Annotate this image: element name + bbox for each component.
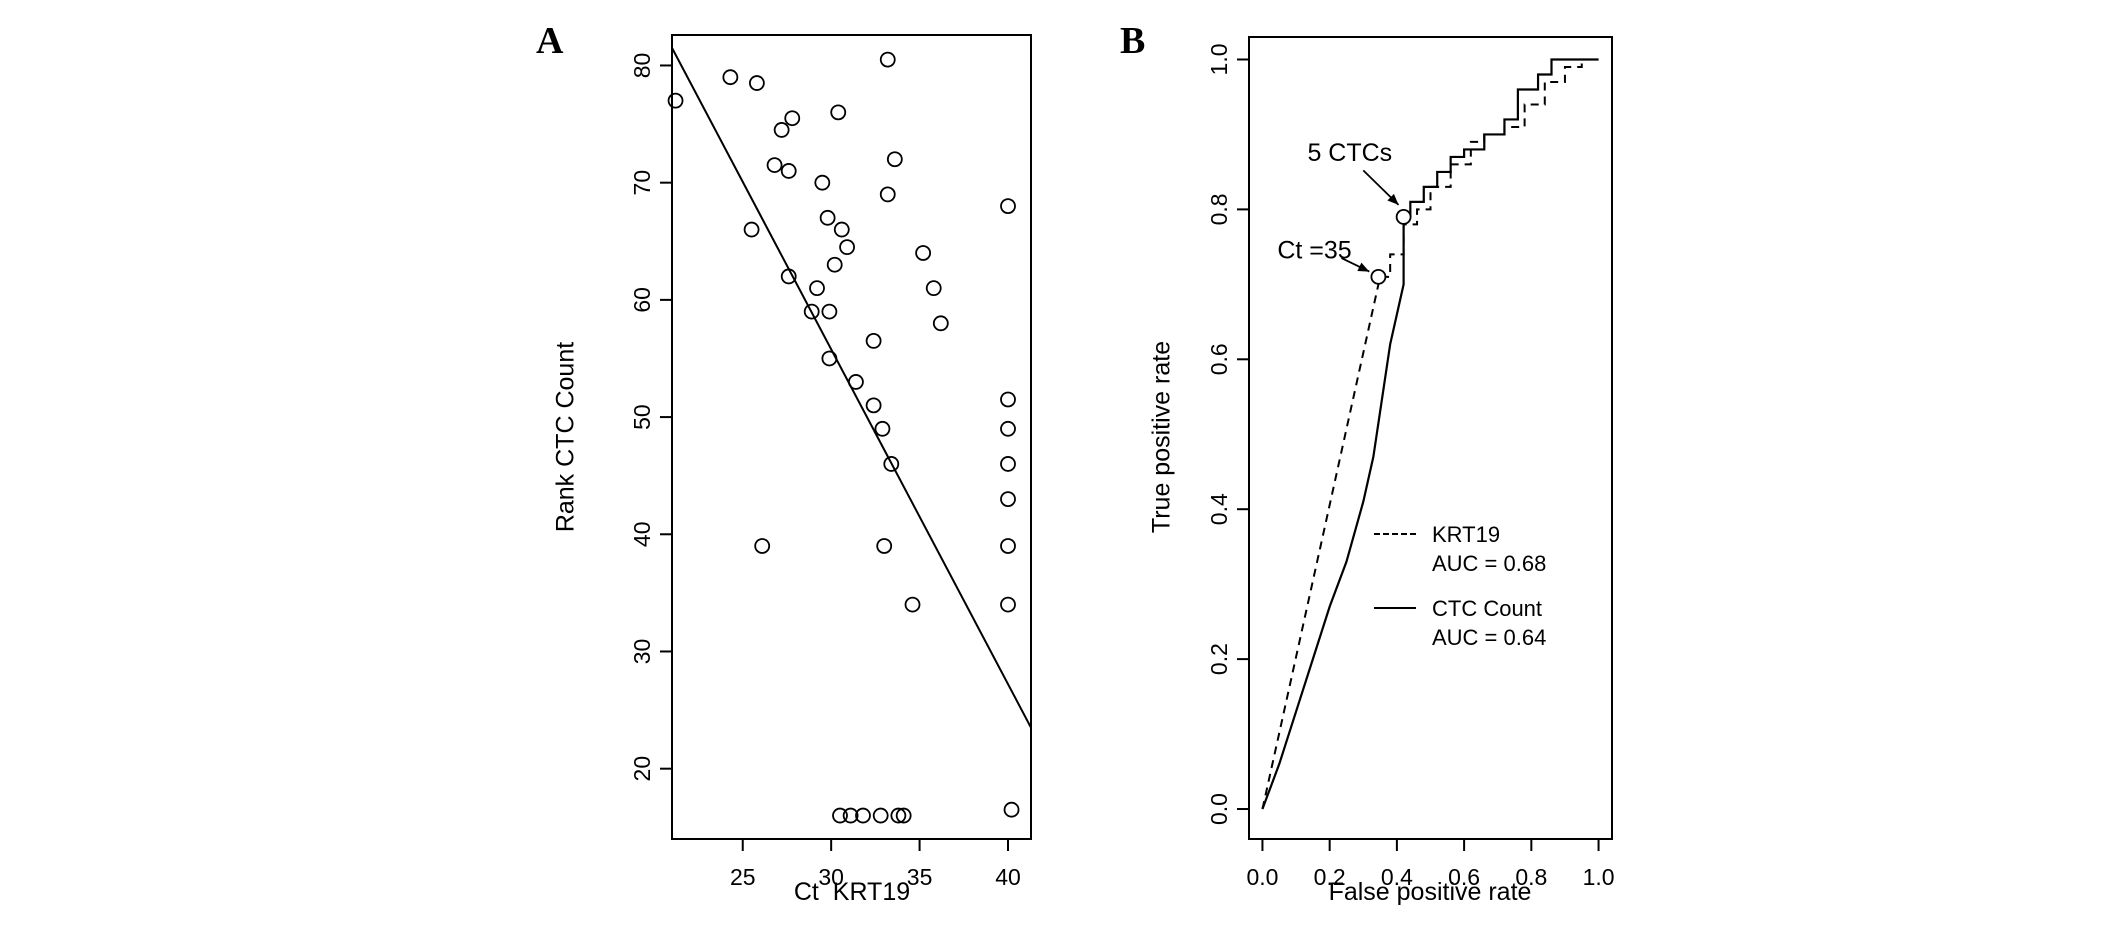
panel-a-x-axis-label: Ct KRT19 (793, 878, 911, 906)
svg-text:1.0: 1.0 (1206, 43, 1232, 75)
panel-b-label: B (1120, 20, 1146, 62)
roc-legend: KRT19 AUC = 0.68 CTC Count AUC = 0.64 (1374, 520, 1546, 652)
svg-text:40: 40 (629, 521, 655, 547)
roc-curve-ctc-count (1261, 58, 1599, 810)
y-axis-ticks: 20 30 40 50 60 70 80 (629, 53, 672, 782)
svg-text:0.8: 0.8 (1515, 864, 1547, 890)
svg-text:5 CTCs: 5 CTCs (1307, 139, 1392, 167)
svg-text:Ct =35: Ct =35 (1277, 237, 1351, 265)
x-axis-ticks: 25 30 35 40 (730, 839, 1021, 890)
svg-text:80: 80 (629, 53, 655, 79)
x-axis-ticks: 0.0 0.2 0.4 0.6 0.8 1.0 (1246, 839, 1615, 890)
svg-text:50: 50 (629, 404, 655, 430)
svg-text:40: 40 (995, 864, 1021, 890)
plot-box (671, 34, 1032, 840)
regression-line (671, 47, 1032, 729)
svg-text:0.8: 0.8 (1206, 193, 1232, 225)
panel-a-scatter-plot: 25 30 35 40 20 30 40 50 60 70 80 (629, 34, 1032, 890)
svg-text:0.6: 0.6 (1206, 343, 1232, 375)
svg-text:30: 30 (629, 639, 655, 665)
annotation-5-ctcs: 5 CTCs (1307, 139, 1412, 225)
legend-series-name: CTC Count (1432, 596, 1543, 621)
roc-curve-krt19 (1261, 58, 1599, 810)
svg-text:0.2: 0.2 (1206, 643, 1232, 675)
svg-text:30: 30 (818, 864, 844, 890)
scatter-points (667, 51, 1020, 824)
legend-auc-value: AUC = 0.64 (1432, 625, 1547, 650)
legend-entry-ctc-count: CTC Count AUC = 0.64 (1374, 594, 1546, 652)
svg-text:0.4: 0.4 (1206, 493, 1232, 525)
svg-text:0.6: 0.6 (1448, 864, 1480, 890)
svg-text:70: 70 (629, 170, 655, 196)
panel-a-label: A (536, 20, 564, 62)
annotation-ct-35: Ct =35 (1277, 237, 1387, 285)
svg-text:1.0: 1.0 (1583, 864, 1615, 890)
panel-b-x-axis-label: False positive rate (1328, 878, 1532, 906)
svg-text:20: 20 (629, 756, 655, 782)
svg-text:60: 60 (629, 287, 655, 313)
svg-text:0.0: 0.0 (1206, 793, 1232, 825)
panel-b-roc-plot: 0.0 0.2 0.4 0.6 0.8 1.0 0.0 0.2 0.4 0.6 0.8 1.0 5 CT… (1206, 36, 1615, 890)
panel-a-y-axis-label: Rank CTC Count (551, 341, 580, 533)
svg-text:25: 25 (730, 864, 756, 890)
svg-text:0.4: 0.4 (1381, 864, 1413, 890)
svg-text:35: 35 (907, 864, 933, 890)
y-axis-ticks: 0.0 0.2 0.4 0.6 0.8 1.0 (1206, 43, 1249, 825)
legend-auc-value: AUC = 0.68 (1432, 551, 1547, 576)
plot-box (1248, 36, 1613, 840)
panel-b-y-axis-label: True positive rate (1147, 340, 1176, 534)
dashed-line-sample (1374, 533, 1416, 535)
svg-text:0.0: 0.0 (1246, 864, 1278, 890)
solid-line-sample (1374, 607, 1416, 609)
legend-series-name: KRT19 (1432, 522, 1501, 547)
svg-text:0.2: 0.2 (1314, 864, 1346, 890)
legend-entry-krt19: KRT19 AUC = 0.68 (1374, 520, 1546, 578)
